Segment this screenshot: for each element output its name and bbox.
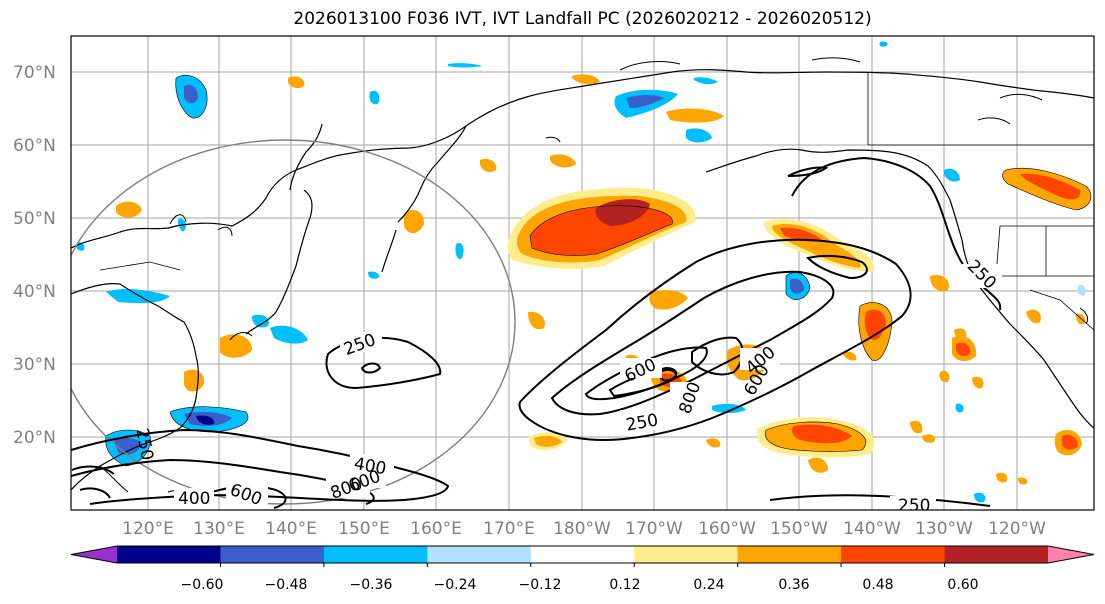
- lat-label: 50°N: [13, 209, 56, 229]
- colorbar-tick-label: −0.60: [181, 577, 224, 593]
- lon-label: 130°W: [915, 519, 973, 539]
- colorbar-right-extension: [1048, 546, 1094, 563]
- colorbar-left-extension: [71, 546, 117, 563]
- contour-label: 250: [898, 496, 930, 516]
- colorbar-tick-label: −0.24: [434, 577, 477, 593]
- lon-label: 150°E: [338, 519, 390, 539]
- colorbar-segment: [634, 546, 739, 563]
- colorbar-tick-label: −0.36: [350, 577, 393, 593]
- lon-label: 170°W: [625, 519, 683, 539]
- map-frame: [70, 35, 1095, 511]
- landfall-radius-circle: [71, 139, 516, 505]
- borders: [99, 72, 1094, 331]
- colorbar-segment: [530, 546, 635, 563]
- colorbar-segment: [220, 546, 325, 563]
- lon-label: 140°W: [843, 519, 901, 539]
- colorbar-segment: [737, 546, 842, 563]
- longitude-labels: 120°E 130°E 140°E 150°E 160°E 170°E 180°…: [122, 519, 1046, 539]
- lon-label: 150°W: [770, 519, 828, 539]
- lon-label: 130°E: [193, 519, 245, 539]
- colorbar-tick-label: 0.48: [862, 577, 893, 593]
- latitude-labels: 70°N 60°N 50°N 40°N 30°N 20°N: [13, 63, 56, 448]
- negative-pc-regions: [76, 41, 1086, 503]
- lon-label: 160°W: [698, 519, 756, 539]
- islands: [99, 57, 1089, 499]
- colorbar-tick-label: −0.12: [519, 577, 562, 593]
- colorbar-tick-label: −0.48: [265, 577, 308, 593]
- colorbar-tick-label: 0.12: [609, 577, 640, 593]
- lat-label: 70°N: [13, 63, 56, 83]
- lon-label: 160°E: [410, 519, 462, 539]
- colorbar-segment: [117, 546, 222, 563]
- colorbar-outline: [70, 545, 1095, 564]
- lon-label: 170°E: [483, 519, 535, 539]
- colorbar-tick-label: 0.24: [693, 577, 724, 593]
- colorbar-segments: [117, 546, 1049, 563]
- colorbar-segment: [841, 546, 946, 563]
- colorbar-segment: [944, 546, 1049, 563]
- pc-outlines: [105, 75, 1092, 467]
- colorbar-segment: [323, 546, 428, 563]
- map-panel: 250 250 250 250 400 400 400 600 600 600 …: [70, 35, 1095, 516]
- lat-label: 20°N: [13, 428, 56, 448]
- colorbar-segment: [427, 546, 532, 563]
- map-title: 2026013100 F036 IVT, IVT Landfall PC (20…: [293, 9, 872, 29]
- colorbar-tick-label: 0.60: [947, 577, 978, 593]
- colorbar: −0.60 −0.48 −0.36 −0.24 −0.12 0.12 0.24 …: [70, 545, 1095, 593]
- colorbar-tick-label: 0.36: [778, 577, 809, 593]
- contour-label: 400: [178, 489, 210, 509]
- lon-label: 180°W: [553, 519, 611, 539]
- lon-label: 140°E: [265, 519, 317, 539]
- lon-label: 120°E: [122, 519, 174, 539]
- coastlines: [71, 69, 1094, 491]
- contour-label-bg: [174, 264, 1002, 510]
- colorbar-tick-labels: −0.60 −0.48 −0.36 −0.24 −0.12 0.12 0.24 …: [181, 577, 979, 593]
- lat-label: 40°N: [13, 282, 56, 302]
- lon-label: 120°W: [988, 519, 1046, 539]
- lat-label: 30°N: [13, 355, 56, 375]
- colorbar-ticks: [219, 563, 946, 567]
- lat-label: 60°N: [13, 136, 56, 156]
- ivt-contours: [71, 156, 1002, 509]
